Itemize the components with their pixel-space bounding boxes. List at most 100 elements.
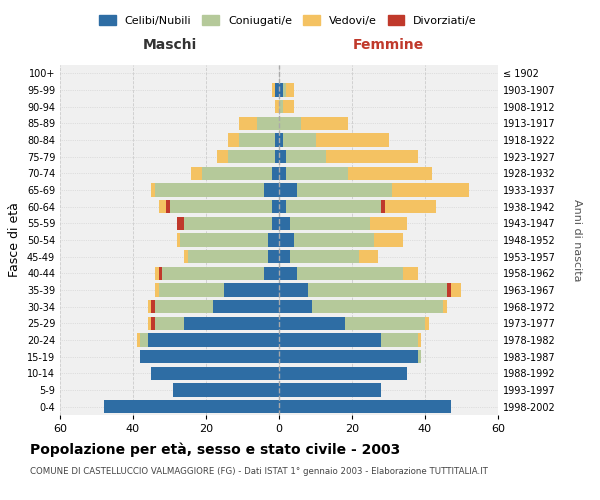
Bar [392, 184, 469, 196]
Bar [188, 250, 268, 264]
Bar [162, 266, 265, 280]
Bar [228, 134, 239, 146]
Bar [297, 266, 403, 280]
Bar [279, 84, 283, 96]
Text: Popolazione per età, sesso e stato civile - 2003: Popolazione per età, sesso e stato civil… [30, 442, 400, 457]
Text: COMUNE DI CASTELLUCCIO VALMAGGIORE (FG) - Dati ISTAT 1° gennaio 2003 - Elaborazi: COMUNE DI CASTELLUCCIO VALMAGGIORE (FG) … [30, 468, 488, 476]
Bar [283, 100, 293, 114]
Bar [275, 84, 279, 96]
Bar [283, 84, 286, 96]
Bar [293, 234, 374, 246]
Y-axis label: Fasce di età: Fasce di età [8, 202, 21, 278]
Bar [191, 166, 202, 180]
Bar [279, 184, 297, 196]
Y-axis label: Anni di nascita: Anni di nascita [572, 198, 583, 281]
Bar [148, 316, 151, 330]
Bar [286, 84, 293, 96]
Bar [279, 366, 407, 380]
Bar [425, 316, 428, 330]
Bar [155, 284, 158, 296]
Bar [381, 334, 418, 346]
Bar [239, 134, 275, 146]
Bar [239, 116, 257, 130]
Bar [349, 166, 432, 180]
Bar [272, 216, 279, 230]
Bar [158, 284, 224, 296]
Bar [184, 216, 272, 230]
Bar [279, 216, 290, 230]
Bar [202, 166, 272, 180]
Bar [385, 200, 436, 213]
Bar [140, 334, 148, 346]
Bar [184, 250, 188, 264]
Bar [275, 134, 279, 146]
Bar [308, 284, 447, 296]
Text: Maschi: Maschi [142, 38, 197, 52]
Bar [268, 250, 279, 264]
Bar [279, 234, 293, 246]
Bar [268, 234, 279, 246]
Bar [148, 300, 151, 314]
Bar [279, 350, 418, 364]
Bar [151, 316, 155, 330]
Bar [184, 316, 279, 330]
Bar [418, 334, 421, 346]
Legend: Celibi/Nubili, Coniugati/e, Vedovi/e, Divorziati/e: Celibi/Nubili, Coniugati/e, Vedovi/e, Di… [95, 10, 481, 30]
Bar [279, 134, 283, 146]
Bar [217, 150, 228, 164]
Bar [155, 300, 214, 314]
Bar [224, 284, 279, 296]
Bar [104, 400, 279, 413]
Bar [272, 166, 279, 180]
Bar [286, 150, 326, 164]
Bar [370, 216, 407, 230]
Bar [155, 184, 265, 196]
Bar [151, 366, 279, 380]
Bar [279, 266, 297, 280]
Bar [344, 316, 425, 330]
Bar [418, 350, 421, 364]
Bar [177, 216, 184, 230]
Bar [265, 184, 279, 196]
Bar [257, 116, 279, 130]
Bar [286, 200, 381, 213]
Bar [158, 200, 166, 213]
Bar [301, 116, 349, 130]
Bar [326, 150, 418, 164]
Bar [381, 200, 385, 213]
Bar [275, 150, 279, 164]
Text: Femmine: Femmine [353, 38, 424, 52]
Bar [173, 384, 279, 396]
Bar [279, 166, 286, 180]
Bar [359, 250, 377, 264]
Bar [297, 184, 392, 196]
Bar [279, 250, 290, 264]
Bar [275, 100, 279, 114]
Bar [451, 284, 461, 296]
Bar [403, 266, 418, 280]
Bar [169, 200, 272, 213]
Bar [155, 266, 158, 280]
Bar [279, 400, 451, 413]
Bar [279, 100, 283, 114]
Bar [228, 150, 275, 164]
Bar [279, 334, 381, 346]
Bar [286, 166, 349, 180]
Bar [148, 334, 279, 346]
Bar [166, 200, 170, 213]
Bar [140, 350, 279, 364]
Bar [290, 250, 359, 264]
Bar [279, 316, 344, 330]
Bar [272, 84, 275, 96]
Bar [283, 134, 316, 146]
Bar [151, 300, 155, 314]
Bar [290, 216, 370, 230]
Bar [265, 266, 279, 280]
Bar [447, 284, 451, 296]
Bar [279, 200, 286, 213]
Bar [155, 316, 184, 330]
Bar [279, 150, 286, 164]
Bar [272, 200, 279, 213]
Bar [137, 334, 140, 346]
Bar [181, 234, 268, 246]
